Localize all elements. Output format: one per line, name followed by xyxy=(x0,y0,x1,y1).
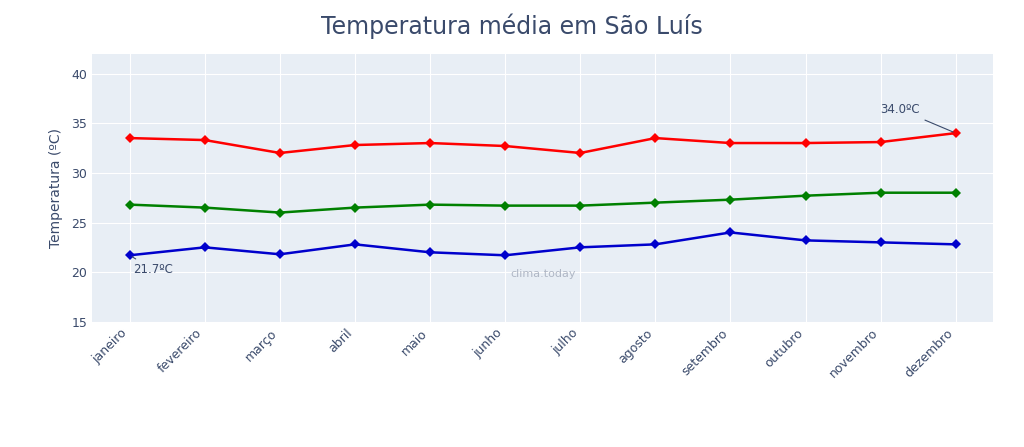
Y-axis label: Temperatura (ºC): Temperatura (ºC) xyxy=(49,128,63,248)
Temperatura máxima xyxy=(874,139,887,145)
Média de temperatura xyxy=(874,190,887,195)
Média de temperatura xyxy=(199,205,211,210)
Temperatura máxima xyxy=(499,143,511,149)
Temperatura mínima xyxy=(199,245,211,250)
Temperatura mínima xyxy=(649,242,662,247)
Temperatura mínima xyxy=(349,242,361,247)
Temperatura máxima xyxy=(199,137,211,143)
Temperatura mínima xyxy=(424,249,436,255)
Temperatura mínima xyxy=(874,240,887,245)
Temperatura mínima xyxy=(273,252,286,257)
Média de temperatura xyxy=(949,190,962,195)
Text: 34.0ºC: 34.0ºC xyxy=(881,103,953,132)
Line: Temperatura mínima: Temperatura mínima xyxy=(126,229,959,259)
Temperatura máxima xyxy=(349,142,361,148)
Média de temperatura xyxy=(499,203,511,208)
Média de temperatura xyxy=(800,193,812,198)
Temperatura mínima xyxy=(499,253,511,258)
Média de temperatura xyxy=(649,200,662,205)
Média de temperatura xyxy=(424,202,436,207)
Média de temperatura xyxy=(349,205,361,210)
Temperatura mínima xyxy=(124,253,136,258)
Temperatura mínima xyxy=(724,230,736,235)
Temperatura máxima xyxy=(724,140,736,146)
Line: Média de temperatura: Média de temperatura xyxy=(126,189,959,216)
Line: Temperatura máxima: Temperatura máxima xyxy=(126,130,959,156)
Média de temperatura xyxy=(124,202,136,207)
Text: clima.today: clima.today xyxy=(510,269,575,278)
Média de temperatura xyxy=(724,197,736,202)
Média de temperatura xyxy=(273,210,286,215)
Temperatura máxima xyxy=(649,135,662,141)
Temperatura máxima xyxy=(273,150,286,156)
Temperatura mínima xyxy=(800,238,812,243)
Text: Temperatura média em São Luís: Temperatura média em São Luís xyxy=(322,13,702,39)
Temperatura mínima xyxy=(949,242,962,247)
Text: 21.7ºC: 21.7ºC xyxy=(132,257,173,276)
Temperatura máxima xyxy=(574,150,587,156)
Temperatura máxima xyxy=(800,140,812,146)
Temperatura máxima xyxy=(949,131,962,136)
Temperatura mínima xyxy=(574,245,587,250)
Temperatura máxima xyxy=(424,140,436,146)
Média de temperatura xyxy=(574,203,587,208)
Temperatura máxima xyxy=(124,135,136,141)
